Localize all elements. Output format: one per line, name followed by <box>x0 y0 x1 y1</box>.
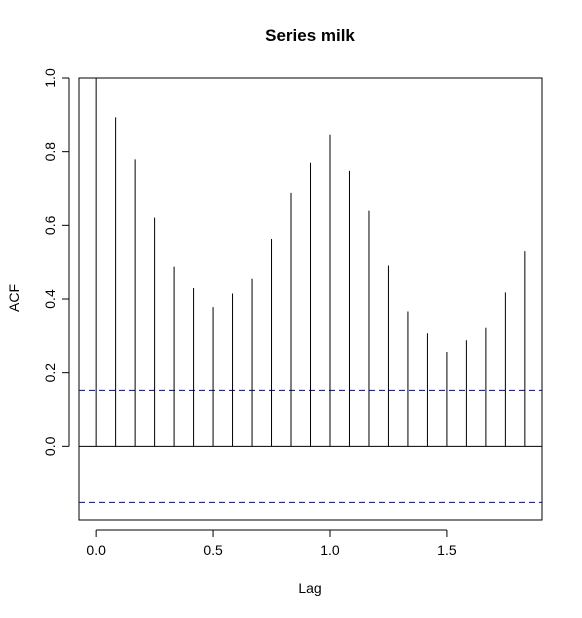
y-tick-label: 0.6 <box>42 215 58 235</box>
y-axis: 0.0 0.2 0.4 0.6 0.8 1.0 <box>42 68 69 456</box>
y-tick-label: 1.0 <box>42 68 58 88</box>
y-tick-label: 0.2 <box>42 363 58 383</box>
y-tick-label: 0.0 <box>42 436 58 456</box>
chart-title: Series milk <box>265 26 355 45</box>
y-tick-label: 0.4 <box>42 289 58 309</box>
plot-layer <box>79 78 542 502</box>
x-axis-label: Lag <box>298 580 321 596</box>
y-axis-label: ACF <box>6 284 22 312</box>
x-tick-label: 0.5 <box>203 542 223 558</box>
x-tick-label: 0.0 <box>86 542 106 558</box>
x-axis: 0.0 0.5 1.0 1.5 <box>86 530 456 558</box>
x-tick-label: 1.0 <box>320 542 340 558</box>
y-tick-label: 0.8 <box>42 142 58 162</box>
x-tick-label: 1.5 <box>437 542 457 558</box>
